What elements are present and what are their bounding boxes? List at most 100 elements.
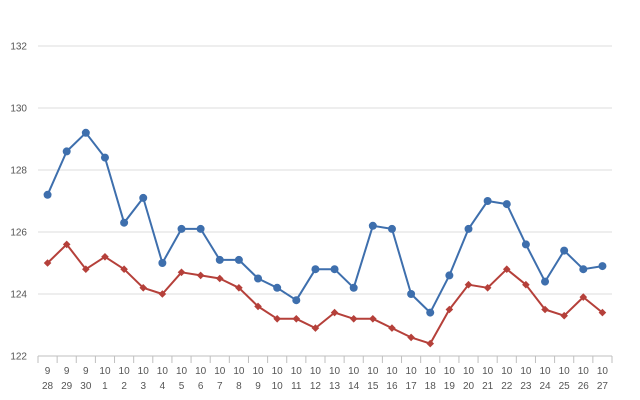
series-1-point bbox=[120, 218, 129, 227]
series-1-point bbox=[62, 147, 71, 156]
x-tick-label-month: 10 bbox=[329, 366, 341, 377]
series-2-point bbox=[598, 308, 607, 317]
x-tick-label-day: 22 bbox=[501, 381, 513, 392]
x-tick-label-month: 10 bbox=[348, 366, 360, 377]
x-tick-label-month: 10 bbox=[99, 366, 111, 377]
series-1-point bbox=[234, 255, 243, 264]
x-tick-label-day: 30 bbox=[80, 381, 92, 392]
x-tick-label-day: 28 bbox=[42, 381, 54, 392]
series-1-point bbox=[311, 265, 320, 274]
series-2-point bbox=[311, 324, 320, 332]
series-1-point bbox=[215, 255, 224, 264]
x-tick-label-month: 10 bbox=[425, 366, 437, 377]
x-tick-label-day: 20 bbox=[463, 381, 475, 392]
x-tick-label-month: 10 bbox=[520, 366, 532, 377]
series-1-point bbox=[81, 128, 90, 137]
x-tick-label-month: 10 bbox=[233, 366, 245, 377]
series-2-point bbox=[62, 240, 71, 249]
series-1-point bbox=[598, 262, 607, 271]
series-1-point bbox=[330, 265, 339, 274]
x-tick-label-day: 17 bbox=[406, 381, 418, 392]
x-tick-label-month: 9 bbox=[64, 366, 70, 377]
series-1-point bbox=[273, 283, 282, 292]
series-1-line bbox=[46, 131, 603, 314]
gridlines bbox=[38, 45, 612, 357]
series-2-point bbox=[196, 271, 205, 280]
y-tick-label: 132 bbox=[10, 42, 27, 53]
x-tick-label-day: 14 bbox=[348, 381, 360, 392]
series-2-point bbox=[215, 274, 224, 283]
series-1-point bbox=[541, 277, 550, 286]
x-tick-label-day: 9 bbox=[255, 381, 261, 392]
x-tick-label-day: 21 bbox=[482, 381, 494, 392]
series-1-point bbox=[387, 224, 396, 233]
x-tick-label-day: 23 bbox=[520, 381, 532, 392]
series-2-point bbox=[139, 284, 148, 292]
series-1-point bbox=[560, 246, 569, 255]
series-1-point bbox=[368, 221, 377, 230]
series-2-point bbox=[522, 280, 530, 289]
x-tick-label-day: 11 bbox=[291, 381, 302, 392]
x-tick-label-month: 10 bbox=[386, 366, 398, 377]
series-1-point bbox=[521, 240, 530, 249]
x-tick-label-day: 1 bbox=[102, 381, 108, 392]
x-tick-label-month: 10 bbox=[157, 366, 169, 377]
y-tick-label: 128 bbox=[10, 166, 27, 177]
x-tick-label-month: 10 bbox=[252, 366, 264, 377]
series-1-point bbox=[177, 224, 186, 233]
y-tick-labels: 122 124 126 128 130 132 bbox=[10, 42, 27, 363]
y-tick-label: 130 bbox=[10, 104, 27, 115]
x-tick-label-month: 10 bbox=[272, 366, 284, 377]
x-tick-label-month: 10 bbox=[195, 366, 207, 377]
series-1-point bbox=[292, 296, 301, 305]
series-1 bbox=[43, 128, 607, 317]
x-tick-label-month: 10 bbox=[367, 366, 379, 377]
x-tick-label-month: 10 bbox=[463, 366, 475, 377]
x-tick-label-month: 10 bbox=[310, 366, 322, 377]
x-tick-label-month: 10 bbox=[138, 366, 150, 377]
series-1-point bbox=[349, 283, 358, 292]
series-2-point bbox=[82, 265, 90, 273]
x-tick-label-month: 10 bbox=[539, 366, 551, 377]
x-tick-label-month: 10 bbox=[444, 366, 456, 377]
x-tick-label-month: 10 bbox=[501, 366, 513, 377]
x-tick-label-month: 10 bbox=[176, 366, 188, 377]
x-tick-label-month: 10 bbox=[291, 366, 303, 377]
series-2-point bbox=[426, 339, 435, 348]
x-tick-label-day: 8 bbox=[236, 381, 242, 392]
series-2-point bbox=[464, 280, 473, 289]
series-2-point bbox=[541, 305, 549, 314]
x-tick-label-day: 2 bbox=[121, 381, 127, 392]
series-2 bbox=[43, 240, 607, 348]
x-tick-label-day: 27 bbox=[597, 381, 609, 392]
series-1-point bbox=[139, 193, 148, 202]
x-tick-label-month: 9 bbox=[45, 366, 51, 377]
x-tick-label-day: 5 bbox=[179, 381, 185, 392]
x-tick-label-day: 24 bbox=[539, 381, 551, 392]
series-2-line bbox=[46, 243, 604, 345]
series-2-point bbox=[483, 284, 492, 292]
x-tick-label-day: 13 bbox=[329, 381, 341, 392]
series-2-point bbox=[235, 284, 243, 292]
series-2-point bbox=[388, 324, 396, 332]
series-2-point bbox=[101, 253, 109, 261]
y-tick-label: 124 bbox=[10, 290, 27, 301]
series-1-point bbox=[426, 308, 435, 317]
series-2-point bbox=[43, 259, 52, 267]
series-1-point bbox=[196, 224, 205, 233]
x-tick-label-month: 10 bbox=[119, 366, 131, 377]
series-1-point bbox=[502, 200, 511, 209]
x-tick-label-month: 10 bbox=[406, 366, 418, 377]
series-2-point bbox=[120, 265, 128, 273]
x-tick-label-day: 26 bbox=[578, 381, 590, 392]
x-tick-label-day: 29 bbox=[61, 381, 73, 392]
x-tick-label-day: 18 bbox=[425, 381, 437, 392]
series-1-point bbox=[445, 271, 454, 280]
x-tick-label-month: 10 bbox=[214, 366, 226, 377]
series-2-point bbox=[292, 315, 301, 323]
x-tick-label-day: 6 bbox=[198, 381, 204, 392]
series-2-point bbox=[158, 290, 167, 298]
x-tick-label-day: 3 bbox=[140, 381, 146, 392]
x-tick-label-day: 12 bbox=[310, 381, 322, 392]
